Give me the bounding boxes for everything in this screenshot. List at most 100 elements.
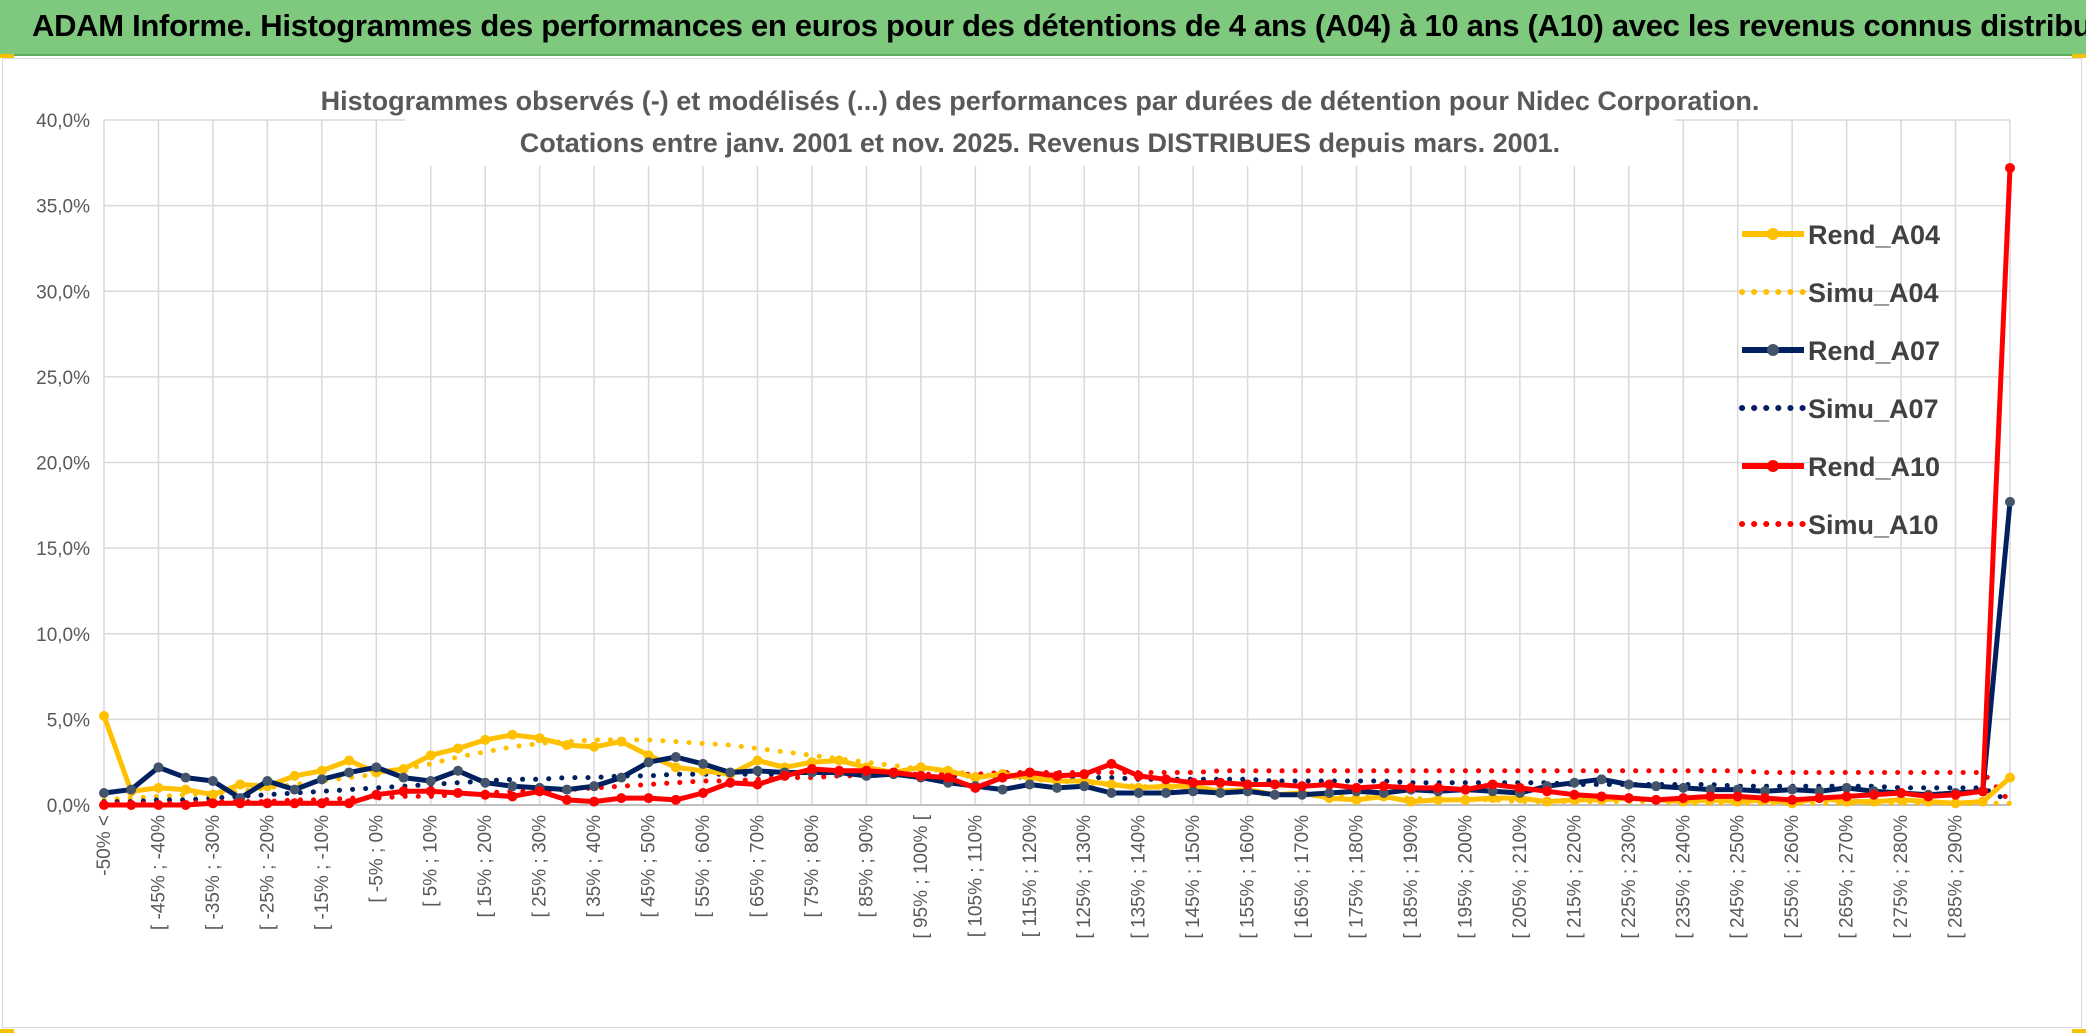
data-point-rend-a07 bbox=[1596, 774, 1607, 785]
x-tick-label: [ 105% ; 110% bbox=[965, 815, 986, 937]
data-point-rend-a07 bbox=[289, 784, 300, 795]
x-tick-label: [ 175% ; 180% bbox=[1347, 815, 1368, 939]
data-point-rend-a10 bbox=[1188, 777, 1199, 788]
data-point-rend-a10 bbox=[507, 791, 518, 802]
data-point-rend-a10 bbox=[1460, 784, 1471, 795]
data-point-rend-a07 bbox=[262, 776, 273, 787]
data-point-rend-a10 bbox=[970, 782, 981, 793]
data-point-rend-a07 bbox=[1242, 786, 1253, 797]
data-point-rend-a10 bbox=[616, 793, 627, 804]
data-point-rend-a04 bbox=[752, 755, 763, 766]
x-tick-label: [ 65% ; 70% bbox=[747, 815, 768, 918]
corner-mark bbox=[2072, 1029, 2086, 1033]
data-point-rend-a04 bbox=[316, 765, 327, 776]
data-point-rend-a07 bbox=[1814, 786, 1825, 797]
data-point-rend-a10 bbox=[943, 772, 954, 783]
x-tick-label: [ 15% ; 20% bbox=[475, 815, 496, 918]
data-point-rend-a04 bbox=[1487, 793, 1498, 804]
data-point-rend-a10 bbox=[316, 798, 327, 809]
data-point-rend-a04 bbox=[1460, 794, 1471, 805]
x-tick-label: [ -25% ; -20% bbox=[257, 815, 278, 930]
title-background bbox=[405, 78, 1675, 166]
series-line-rend-a07 bbox=[103, 501, 2013, 801]
data-point-rend-a10 bbox=[1215, 777, 1226, 788]
data-point-rend-a07 bbox=[1787, 784, 1798, 795]
x-tick-label: -50% < bbox=[94, 815, 115, 876]
data-point-rend-a04 bbox=[561, 740, 572, 751]
data-point-rend-a10 bbox=[207, 798, 218, 809]
data-point-rend-a10 bbox=[452, 788, 463, 799]
data-point-rend-a04 bbox=[1542, 796, 1553, 807]
data-point-rend-a10 bbox=[1351, 782, 1362, 793]
data-point-rend-a10 bbox=[589, 796, 600, 807]
legend-item-simu-a07: Simu_A07 bbox=[1739, 394, 1939, 424]
page-title: ADAM Informe. Histogrammes des performan… bbox=[32, 8, 2086, 43]
y-tick-label: 15,0% bbox=[36, 539, 90, 560]
data-point-rend-a07 bbox=[1052, 782, 1062, 793]
legend-item-rend-a04: Rend_A04 bbox=[1742, 220, 1940, 250]
x-tick-label: [ 35% ; 40% bbox=[584, 815, 605, 918]
data-point-rend-a10 bbox=[1950, 789, 1961, 800]
legend-marker bbox=[1767, 460, 1779, 472]
data-point-rend-a04 bbox=[589, 741, 600, 752]
data-point-rend-a07 bbox=[589, 781, 600, 792]
y-tick-label: 25,0% bbox=[36, 368, 90, 389]
data-point-rend-a10 bbox=[1024, 767, 1035, 778]
data-point-rend-a10 bbox=[1651, 794, 1662, 805]
data-point-rend-a04 bbox=[235, 779, 246, 790]
data-point-rend-a10 bbox=[1977, 786, 1988, 797]
data-point-rend-a07 bbox=[561, 784, 572, 795]
y-tick-label: 0,0% bbox=[47, 796, 90, 817]
data-point-rend-a10 bbox=[1759, 793, 1770, 804]
data-point-rend-a04 bbox=[970, 772, 981, 783]
y-tick-label: 5,0% bbox=[47, 710, 90, 731]
x-tick-label: [ 155% ; 160% bbox=[1238, 815, 1259, 939]
y-tick-label: 20,0% bbox=[36, 454, 90, 475]
corner-mark bbox=[2072, 54, 2086, 58]
data-point-rend-a10 bbox=[1052, 770, 1062, 781]
data-point-rend-a07 bbox=[725, 767, 736, 778]
data-point-rend-a07 bbox=[507, 781, 518, 792]
data-point-rend-a04 bbox=[834, 755, 845, 766]
data-point-rend-a10 bbox=[235, 798, 246, 809]
data-point-rend-a04 bbox=[1977, 796, 1988, 807]
data-point-rend-a04 bbox=[1896, 794, 1907, 805]
data-point-rend-a10 bbox=[1269, 779, 1280, 790]
x-tick-label: [ 255% ; 260% bbox=[1782, 815, 1803, 939]
data-point-rend-a04 bbox=[1351, 794, 1362, 805]
data-point-rend-a04 bbox=[480, 734, 491, 745]
data-point-rend-a10 bbox=[289, 798, 300, 809]
data-point-rend-a07 bbox=[616, 772, 627, 783]
data-point-rend-a07 bbox=[316, 774, 327, 785]
data-point-rend-a07 bbox=[1106, 788, 1117, 799]
data-point-rend-a04 bbox=[915, 762, 926, 773]
data-point-rend-a07 bbox=[643, 757, 654, 768]
x-tick-label: [ 195% ; 200% bbox=[1455, 815, 1476, 939]
corner-mark bbox=[0, 1029, 14, 1033]
x-tick-label: [ 135% ; 140% bbox=[1129, 815, 1150, 939]
data-point-rend-a10 bbox=[698, 788, 709, 799]
data-point-rend-a07 bbox=[1569, 777, 1580, 788]
data-point-rend-a10 bbox=[1814, 793, 1825, 804]
x-tick-label: [ 235% ; 240% bbox=[1673, 815, 1694, 939]
header-banner: ADAM Informe. Histogrammes des performan… bbox=[0, 0, 2086, 56]
data-point-rend-a07 bbox=[1623, 779, 1634, 790]
data-point-rend-a10 bbox=[1487, 779, 1498, 790]
data-point-rend-a07 bbox=[1732, 784, 1743, 795]
data-point-rend-a10 bbox=[1787, 794, 1798, 805]
data-point-rend-a10 bbox=[1433, 782, 1444, 793]
x-tick-label: [ -35% ; -30% bbox=[203, 815, 224, 930]
data-point-rend-a07 bbox=[1160, 788, 1171, 799]
data-point-rend-a10 bbox=[344, 798, 355, 809]
x-tick-label: [ 185% ; 190% bbox=[1401, 815, 1422, 939]
data-point-rend-a04 bbox=[2005, 772, 2015, 783]
data-point-rend-a07 bbox=[371, 762, 382, 773]
data-point-rend-a04 bbox=[534, 733, 545, 744]
legend-marker bbox=[1767, 228, 1779, 240]
data-point-rend-a04 bbox=[643, 750, 654, 761]
data-point-rend-a04 bbox=[344, 755, 355, 766]
x-tick-label: [ 245% ; 250% bbox=[1728, 815, 1749, 939]
legend-item-rend-a07: Rend_A07 bbox=[1742, 336, 1940, 366]
data-point-rend-a04 bbox=[943, 765, 954, 776]
